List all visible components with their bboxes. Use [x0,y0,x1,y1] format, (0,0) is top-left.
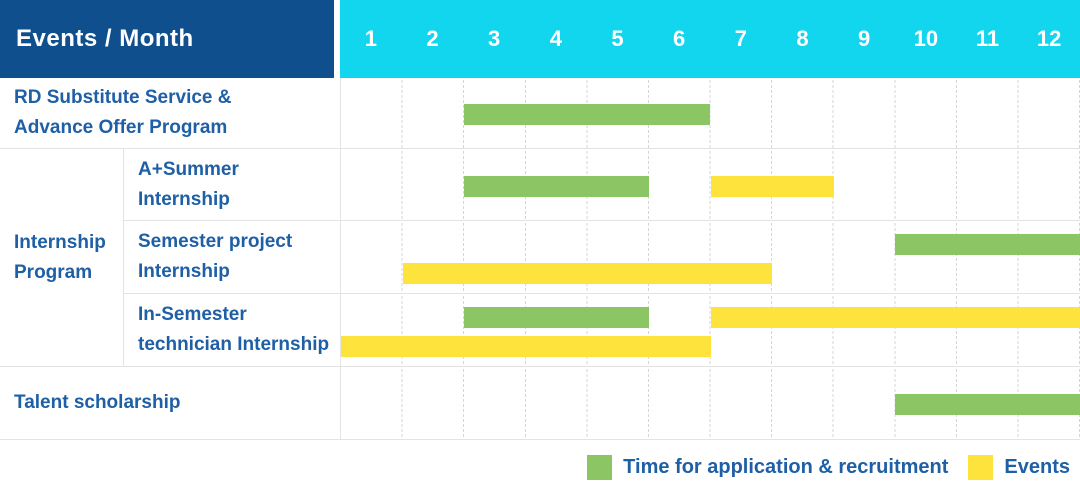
gantt-row-semester-project [340,220,1080,293]
table-corner-header: Events / Month [0,0,340,78]
gantt-row-a-plus-summer [340,148,1080,220]
legend-label-events: Events [1004,456,1070,478]
gantt-bar-event [710,175,834,197]
row-label-line: Advance Offer Program [14,117,228,138]
gantt-row-in-semester-technician [340,293,1080,366]
month-label: 12 [1036,26,1062,51]
group-label-text: Internship Program [14,231,106,283]
row-label-semester-project: Semester project Internship [123,220,340,293]
month-label: 10 [913,26,939,51]
row-label-line: Internship [138,188,230,210]
gantt-bar-event [341,336,711,357]
row-label-line: In-Semester [138,304,247,325]
row-label-line: technician Internship [138,334,330,355]
row-label-line: RD Substitute Service & [14,87,232,108]
month-label: 11 [975,26,1000,51]
gantt-bar-application [895,234,1080,255]
gantt-row-rd-substitute [340,78,1080,148]
month-label: 7 [734,26,747,51]
gantt-bar-application [464,104,711,125]
month-label: 5 [611,26,624,51]
row-label-rd-substitute: RD Substitute Service & Advance Offer Pr… [0,78,340,148]
month-label: 8 [796,26,809,51]
events-month-gantt-table: Events / Month 1 2 3 4 5 6 7 8 9 10 11 12 RD Substi… [0,0,1080,440]
month-label: 6 [673,26,686,51]
row-label-talent-scholarship: Talent scholarship [0,366,340,440]
month-label: 1 [364,26,377,51]
gantt-row-talent-scholarship [340,366,1080,440]
application-color-swatch [587,455,613,480]
event-color-swatch [968,455,994,480]
row-label-line: Talent scholarship [14,392,181,413]
gantt-bar-application [464,307,649,328]
row-label-line: Semester project [138,231,293,252]
row-label-line: Internship [138,261,230,282]
legend: Time for application & recruitment Event… [0,440,1080,480]
group-label-internship-program: Internship Program [0,148,123,366]
legend-item-application: Time for application & recruitment [587,455,948,480]
month-label: 3 [488,26,501,51]
gantt-bar-event [402,263,773,284]
gantt-bar-application [895,394,1080,415]
table-title: Events / Month [16,25,194,52]
month-label: 4 [549,26,562,51]
gantt-bar-application [464,175,649,197]
month-header-row: 1 2 3 4 5 6 7 8 9 10 11 12 [340,0,1080,78]
legend-label-application: Time for application & recruitment [623,456,949,478]
row-label-a-plus-summer: A+Summer Internship [123,148,340,220]
month-label: 2 [426,26,439,51]
row-label-in-semester-technician: In-Semester technician Internship [123,293,340,366]
legend-item-events: Events [968,455,1070,480]
gantt-bar-event [710,307,1080,328]
row-label-line: A+Summer [138,158,239,180]
month-label: 9 [858,26,871,51]
